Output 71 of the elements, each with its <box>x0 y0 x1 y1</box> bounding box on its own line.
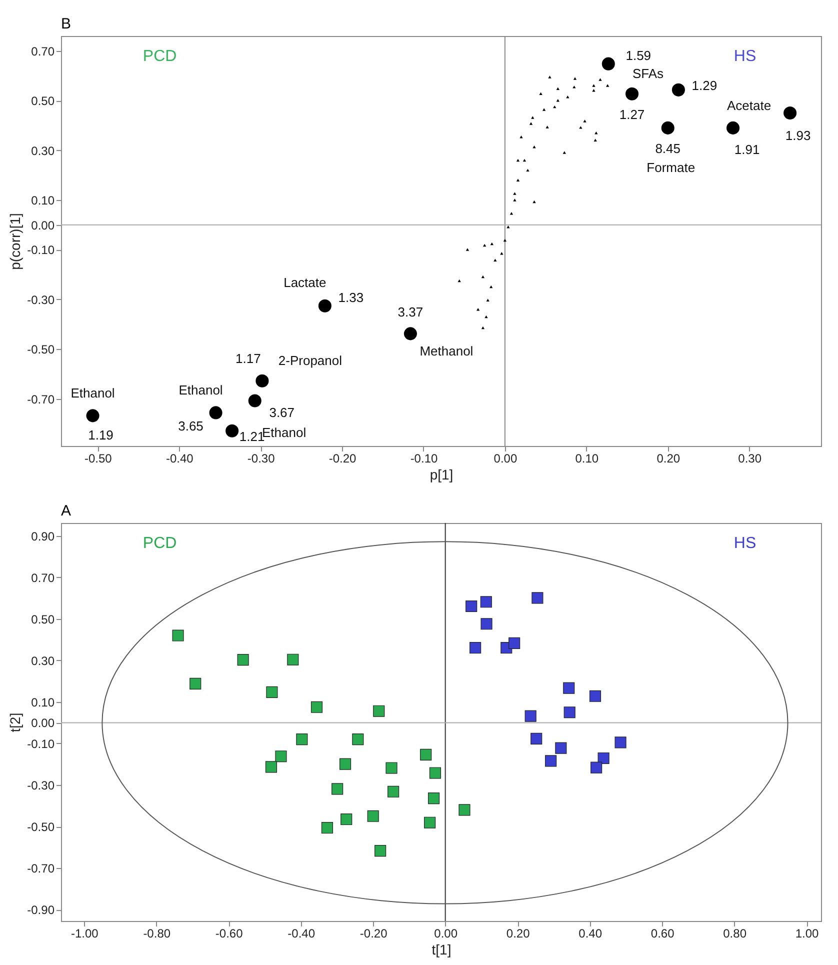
x-tick-label: -0.10 <box>410 452 438 466</box>
y-tick-label: 0.50 <box>31 94 55 108</box>
y-tick-label: 0.00 <box>31 218 55 232</box>
y-tick-label: 0.70 <box>31 570 55 585</box>
y-tick-label: -0.30 <box>27 778 55 793</box>
annotation: Ethanol <box>70 386 115 401</box>
chart-title: A <box>61 502 72 520</box>
y-axis-title: t[2] <box>7 712 24 732</box>
y-tick-label: 0.90 <box>31 529 55 544</box>
y-axis-title: p(corr)[1] <box>7 213 24 270</box>
annotation: SFAs <box>632 66 664 81</box>
annotation: HS <box>734 48 756 65</box>
annotation: Methanol <box>420 344 474 359</box>
x-axis-title: p[1] <box>430 466 454 482</box>
y-tick-label: -0.70 <box>27 862 55 876</box>
annotation: 3.37 <box>398 304 424 320</box>
x-tick-label: 0.10 <box>575 452 599 466</box>
text: PCD <box>142 535 177 552</box>
annotation: Formate <box>646 160 696 175</box>
x-tick-label: 0.60 <box>650 926 675 940</box>
annotation: 3.65 <box>178 418 204 434</box>
x-tick-label: -0.30 <box>247 452 276 466</box>
text: HS <box>734 535 756 552</box>
annotation: Ethanol <box>262 424 306 440</box>
x-tick-label: -0.20 <box>360 926 388 940</box>
y-tick-label: -0.10 <box>27 736 55 751</box>
annotation: 2-Propanol <box>278 352 342 368</box>
y-tick-label: 0.10 <box>31 695 55 710</box>
y-tick-label: -0.50 <box>27 342 55 357</box>
x-tick-label: -1.00 <box>70 926 99 940</box>
annotation: Acetate <box>726 98 772 113</box>
x-tick-label: 0.20 <box>506 926 530 940</box>
x-tick-label: -0.40 <box>288 926 316 940</box>
y-tick-label: 0.50 <box>31 612 55 626</box>
x-tick-label: 0.40 <box>578 926 602 940</box>
annotation: Lactate <box>284 274 326 290</box>
annotation: 1.19 <box>88 428 114 443</box>
y-tick-label: 0.30 <box>31 654 55 668</box>
y-tick-label: -0.90 <box>27 903 55 918</box>
y-tick-label: -0.50 <box>27 820 55 834</box>
annotation: 1.59 <box>626 48 652 63</box>
annotation: 1.27 <box>619 106 645 122</box>
x-tick-label: 1.00 <box>795 926 820 940</box>
y-tick-label: -0.10 <box>27 243 55 258</box>
annotation: Ethanol <box>178 382 223 398</box>
annotation: PCD <box>142 48 177 65</box>
x-tick-label: -0.60 <box>215 926 244 940</box>
annotation: 1.91 <box>734 142 760 157</box>
y-tick-label: 0.00 <box>31 716 55 730</box>
y-tick-label: 0.10 <box>31 194 55 208</box>
x-tick-label: 0.00 <box>494 452 518 466</box>
annotation: 1.93 <box>785 128 811 144</box>
y-tick-label: 0.70 <box>31 44 55 58</box>
annotation: 1.29 <box>692 78 718 93</box>
annotation: 1.17 <box>236 350 261 366</box>
x-tick-label: 0.30 <box>738 452 762 466</box>
annotation: 1.33 <box>338 290 364 305</box>
x-tick-label: -0.40 <box>166 452 194 466</box>
y-tick-label: 0.30 <box>31 144 55 158</box>
x-axis-title: t[1] <box>432 942 452 958</box>
x-tick-label: -0.50 <box>84 452 112 466</box>
annotation: 8.45 <box>655 140 681 156</box>
x-tick-label: 0.20 <box>656 452 680 466</box>
x-tick-label: -0.20 <box>328 452 357 466</box>
y-tick-label: -0.30 <box>27 292 55 307</box>
x-tick-label: 0.80 <box>723 926 747 940</box>
x-tick-label: 0.00 <box>434 926 458 940</box>
annotation: 3.67 <box>269 404 295 420</box>
x-tick-label: -0.80 <box>143 926 171 940</box>
chart-title: B <box>61 16 72 32</box>
y-tick-label: -0.70 <box>27 392 55 406</box>
